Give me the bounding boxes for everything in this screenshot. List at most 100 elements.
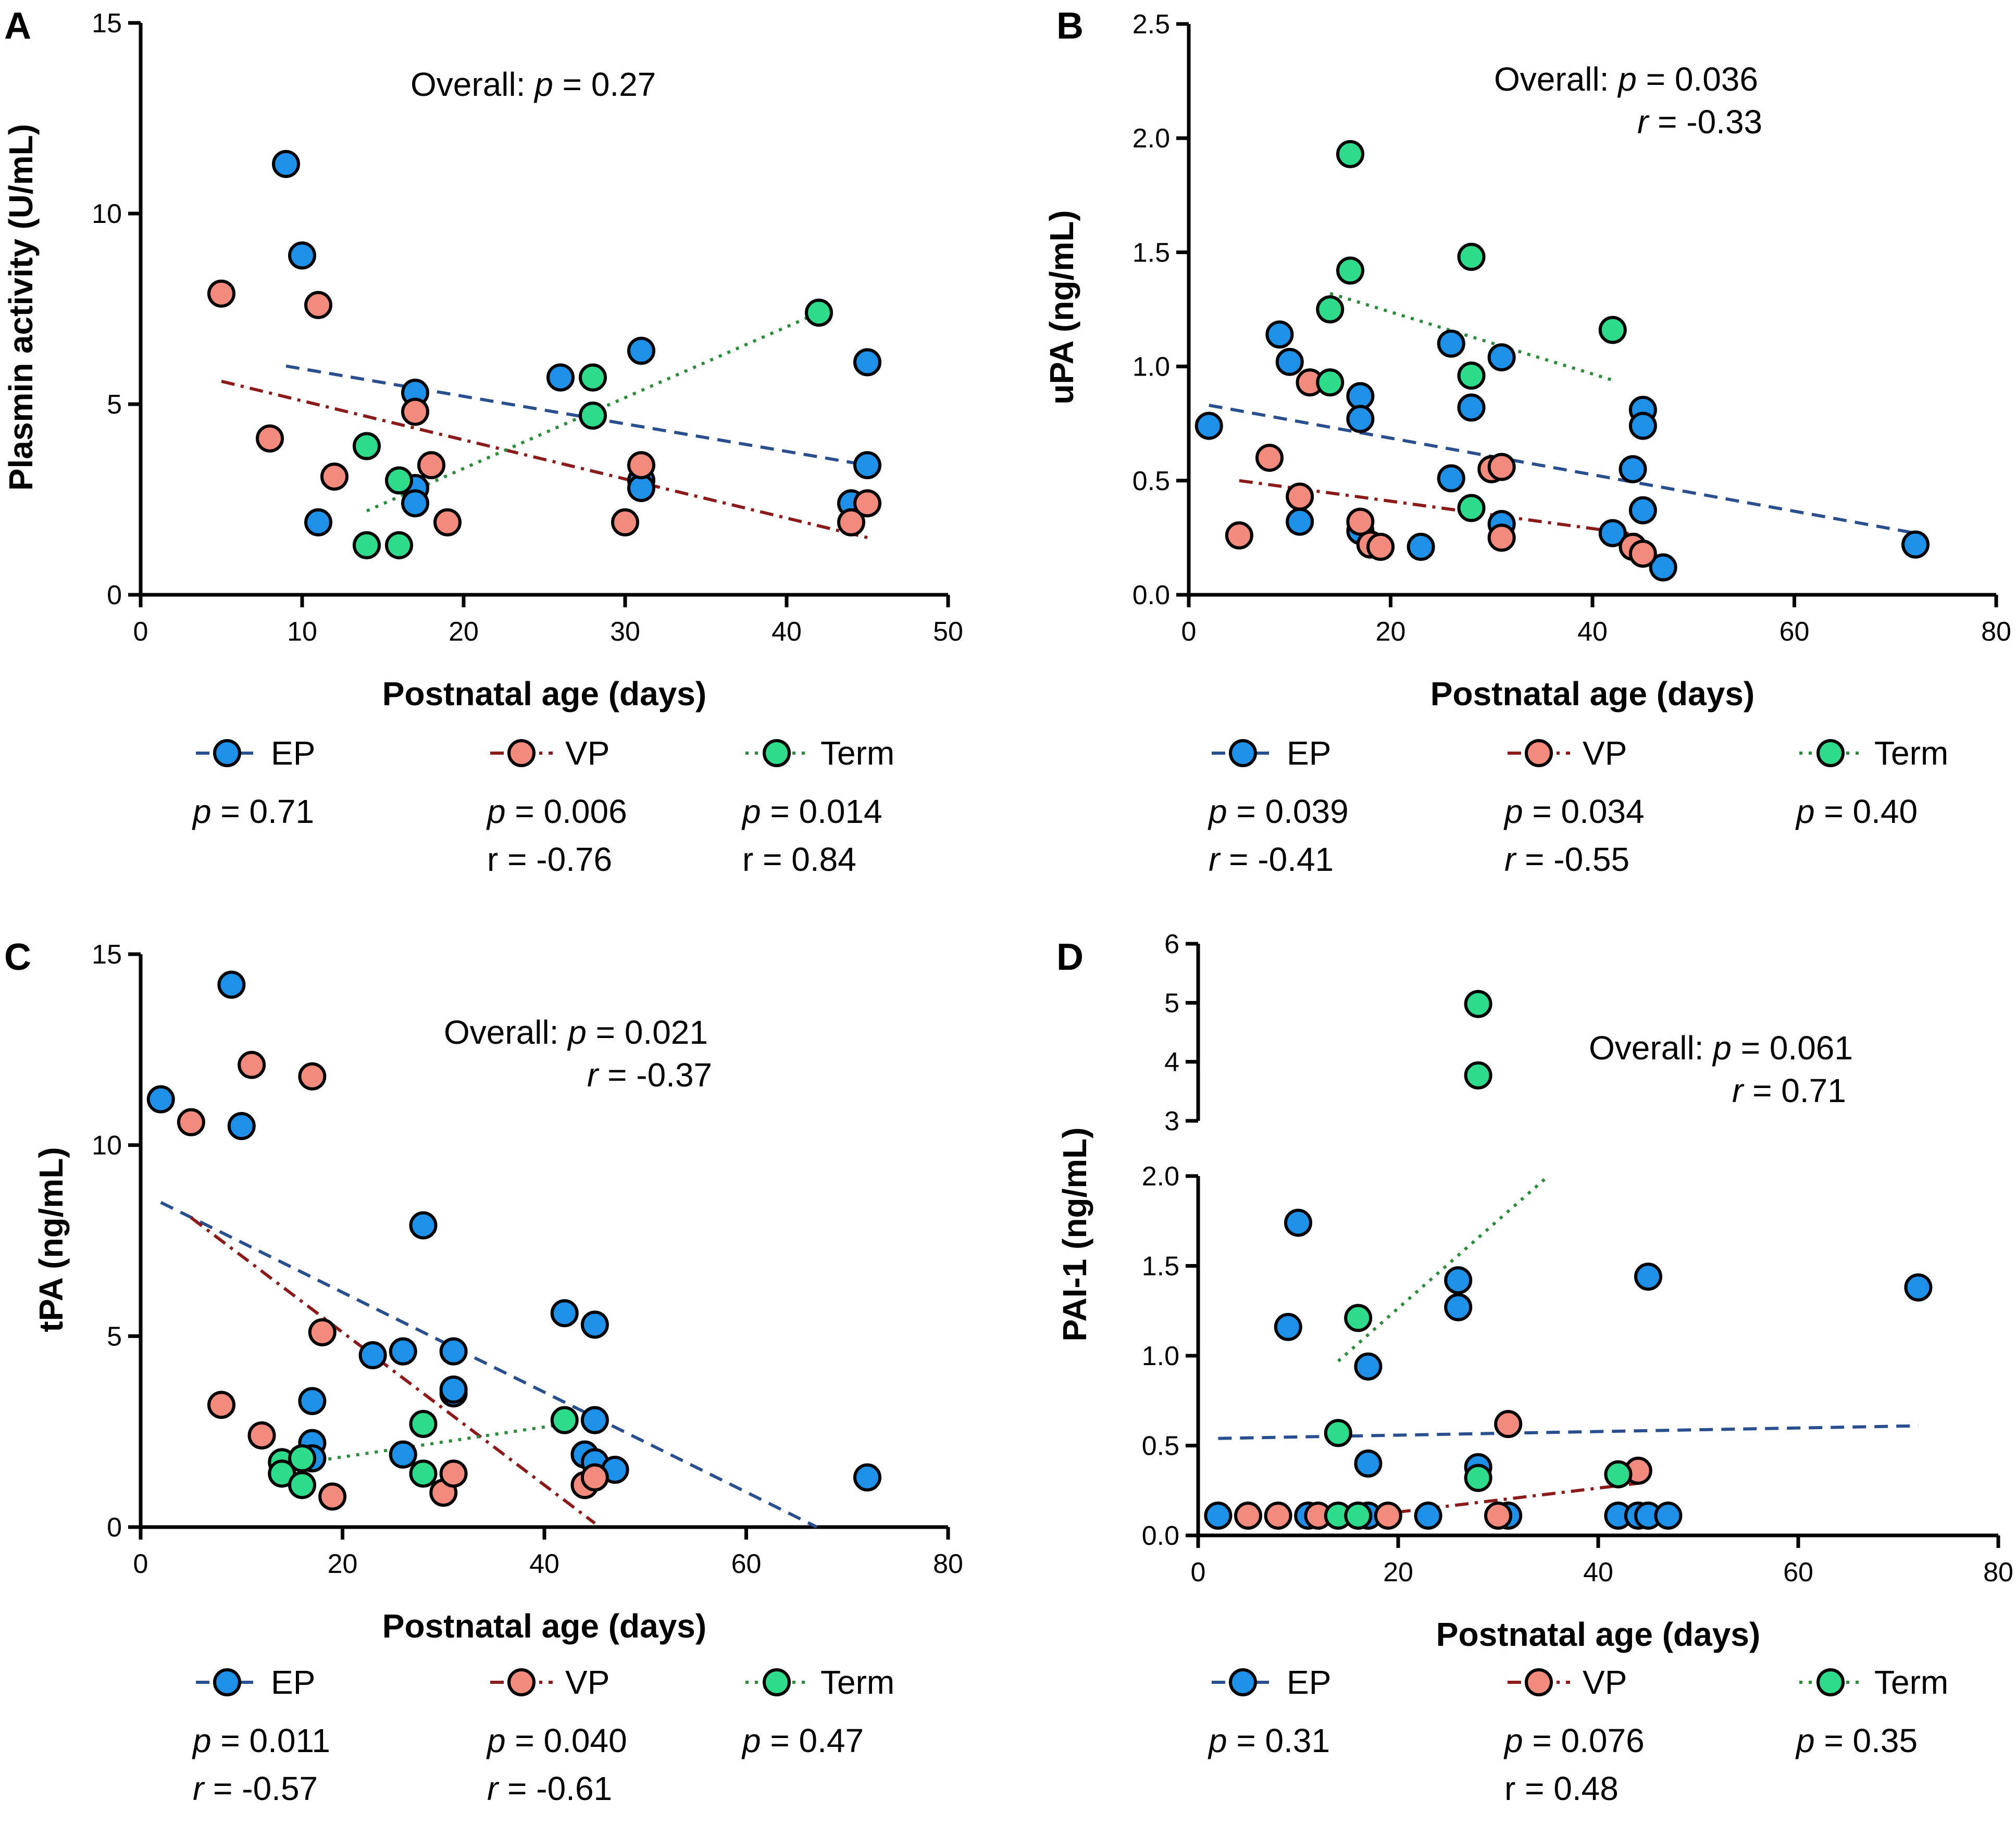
x-tick-label: 0 (133, 1549, 148, 1579)
point-vp (177, 1108, 205, 1136)
point-vp (1494, 1410, 1523, 1439)
x-tick-label: 60 (731, 1549, 762, 1579)
point-term (409, 1459, 438, 1488)
y-tick-label: 0.0 (1142, 1521, 1179, 1551)
point-term (1316, 368, 1345, 397)
x-tick-label: 40 (529, 1549, 559, 1579)
point-ep (389, 1337, 417, 1366)
point-term (1457, 243, 1486, 271)
point-vp (1286, 482, 1314, 511)
point-ep (1275, 347, 1304, 376)
point-term (579, 401, 607, 430)
point-vp (308, 1318, 337, 1346)
point-ep (1284, 1208, 1312, 1237)
point-ep (1354, 1449, 1383, 1478)
point-vp (247, 1421, 276, 1449)
point-vp (439, 1459, 468, 1488)
x-tick-label: 40 (1577, 617, 1608, 647)
point-ep (1444, 1266, 1473, 1295)
point-term (1464, 1464, 1492, 1492)
point-term (353, 531, 381, 559)
y-axis-title: uPA (ng/mL) (1043, 210, 1080, 404)
stat-p-ep: p = 0.011 (192, 1722, 330, 1759)
point-ep (1286, 507, 1314, 536)
point-vp (1264, 1502, 1292, 1530)
point-ep (1487, 343, 1516, 372)
x-tick-label: 50 (933, 617, 963, 647)
point-ep (439, 1337, 468, 1366)
legend-label-vp: VP (1583, 734, 1627, 772)
point-vp (1374, 1502, 1402, 1530)
panel-letter: B (1056, 5, 1084, 47)
overall-stat: Overall: p = 0.27 (410, 66, 656, 103)
point-vp (627, 451, 655, 480)
panel-letter: A (4, 5, 31, 47)
x-tick-label: 20 (328, 1549, 358, 1579)
legend-label-vp: VP (1583, 1664, 1627, 1701)
x-tick-label: 30 (610, 617, 640, 647)
point-vp (1255, 443, 1284, 472)
overall-stat: Overall: p = 0.061 (1589, 1029, 1853, 1067)
point-term (1457, 494, 1486, 522)
point-ep (227, 1112, 256, 1140)
point-vp (433, 508, 462, 536)
x-axis-title: Postnatal age (days) (1430, 675, 1754, 712)
stat-p-vp: p = 0.040 (486, 1722, 627, 1759)
legend-label-term: Term (1874, 1664, 1948, 1701)
y-tick-label: 1.0 (1133, 352, 1170, 382)
legend-marker-term (1816, 1668, 1845, 1696)
stat-p-vp: p = 0.006 (486, 793, 627, 830)
x-tick-label: 20 (1376, 617, 1406, 647)
x-axis: 0 20 40 60 80 (1181, 593, 2011, 647)
point-vp (318, 1482, 347, 1511)
legend-marker-vp (507, 1668, 536, 1696)
fit-line-ep (1218, 1424, 1919, 1440)
x-tick-label: 40 (1583, 1557, 1613, 1588)
point-term (385, 531, 413, 559)
point-vp (1366, 532, 1395, 561)
legend-label-term: Term (820, 734, 894, 772)
point-term (409, 1410, 438, 1438)
point-vp (304, 291, 332, 319)
y-tick-label: 1.5 (1142, 1252, 1179, 1282)
point-ep (1444, 1293, 1473, 1321)
y-tick-label: 4 (1164, 1047, 1179, 1078)
overall-r: r = -0.33 (1637, 103, 1762, 141)
y-tick-label: 15 (92, 940, 122, 970)
point-term (353, 432, 381, 460)
x-tick-label: 10 (287, 617, 317, 647)
panel-letter: D (1056, 936, 1084, 978)
point-term (1464, 990, 1492, 1018)
point-ep (1619, 455, 1647, 483)
point-term (385, 466, 413, 495)
point-vp (853, 489, 881, 518)
legend-label-ep: EP (1287, 1664, 1331, 1701)
point-ep (439, 1376, 468, 1404)
point-ep (146, 1085, 175, 1114)
stat-r-ep: r = -0.41 (1209, 841, 1334, 878)
x-tick-label: 60 (1783, 1557, 1813, 1588)
point-ep (409, 1211, 438, 1240)
point-vp (1628, 540, 1657, 568)
stat-p-term: p = 0.40 (1795, 793, 1918, 830)
y-tick-label: 2.5 (1133, 9, 1170, 40)
point-vp (611, 508, 639, 536)
x-tick-label: 80 (1981, 617, 2011, 647)
point-vp (1487, 453, 1516, 481)
point-vp (238, 1051, 266, 1079)
point-ep (1204, 1502, 1233, 1530)
x-axis-title: Postnatal age (days) (382, 1607, 706, 1645)
point-vp (417, 451, 445, 480)
y-axis-title: Plasmin activity (U/mL) (2, 124, 40, 491)
legend-marker-vp (1525, 739, 1553, 767)
y-axis: 0 5 10 15 (92, 8, 143, 610)
y-tick-label: 0.0 (1133, 580, 1170, 610)
point-ep (288, 241, 316, 270)
legend-marker-ep (213, 739, 241, 767)
point-vp (1234, 1502, 1262, 1530)
legend-label-vp: VP (565, 734, 609, 772)
y-tick-label: 15 (92, 8, 122, 39)
point-ep (1654, 1502, 1683, 1530)
stat-p-term: p = 0.35 (1795, 1722, 1918, 1759)
